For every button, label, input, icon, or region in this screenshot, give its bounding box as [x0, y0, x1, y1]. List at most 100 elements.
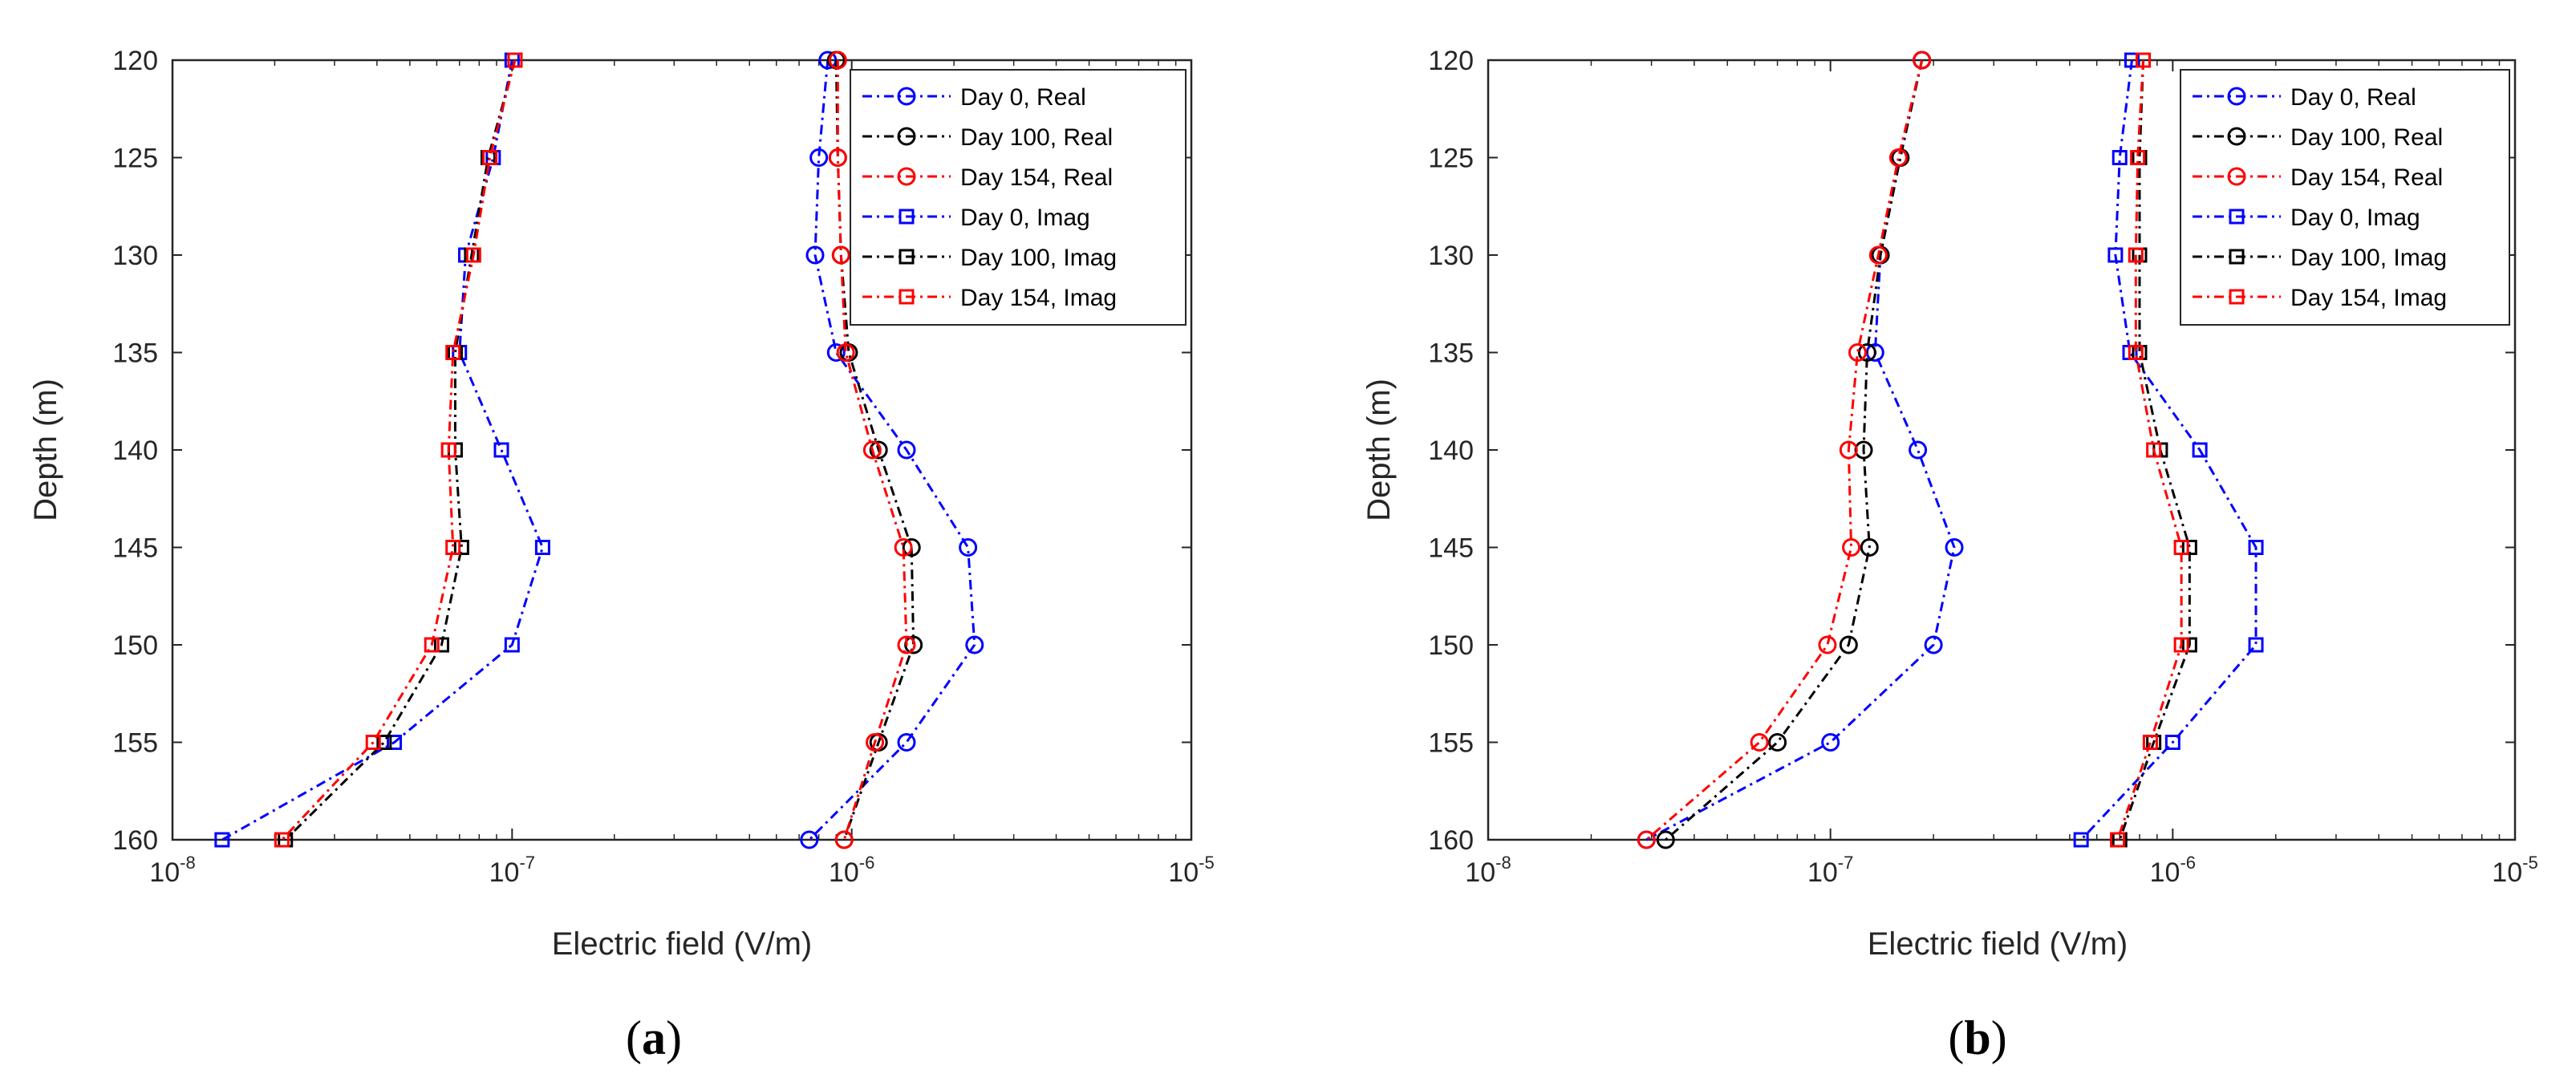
data-point-circle: [897, 440, 916, 460]
data-point-circle: [902, 538, 921, 557]
data-point-square: [493, 442, 509, 458]
legend-label: Day 100, Real: [960, 124, 1113, 151]
legend-label: Day 154, Real: [2290, 164, 2443, 191]
data-point-circle: [897, 733, 916, 752]
data-point-circle: [1848, 343, 1867, 362]
data-point-circle: [869, 440, 888, 460]
y-tick-label: 160: [112, 825, 158, 856]
data-point-circle: [831, 245, 850, 265]
legend-label: Day 100, Real: [2290, 124, 2443, 151]
data-point-square: [2112, 150, 2128, 165]
data-point-circle: [1656, 830, 1675, 849]
legend-marker: [2229, 289, 2245, 305]
data-point-circle: [959, 538, 978, 557]
legend-marker: [2229, 209, 2245, 225]
data-point-circle: [1839, 440, 1858, 460]
legend-marker: [899, 249, 915, 265]
legend-marker: [2227, 127, 2246, 146]
data-point-circle: [1842, 538, 1861, 557]
data-point-circle: [826, 343, 846, 362]
x-axis-label: Electric field (V/m): [552, 926, 813, 962]
data-point-square: [376, 735, 392, 750]
y-tick-label: 140: [1428, 436, 1474, 466]
data-point-square: [453, 540, 469, 555]
series-line: [1665, 59, 1924, 841]
series-line: [2116, 59, 2183, 841]
data-point-circle: [805, 245, 825, 265]
data-point-square: [2124, 52, 2140, 68]
y-tick-label: 125: [1428, 144, 1474, 174]
data-point-circle: [836, 343, 855, 362]
data-point-circle: [818, 51, 838, 70]
data-point-circle: [1860, 538, 1879, 557]
data-point-square: [387, 735, 403, 750]
legend-marker: [899, 289, 915, 305]
data-point-circle: [1909, 440, 1928, 460]
y-tick-label: 150: [1428, 630, 1474, 661]
data-point-circle: [1637, 830, 1656, 849]
data-point-circle: [1839, 635, 1858, 654]
data-point-square: [365, 735, 381, 750]
series-line: [808, 59, 976, 841]
legend-box: [850, 69, 1187, 326]
data-point-square: [2248, 540, 2264, 555]
data-point-circle: [1924, 635, 1943, 654]
legend: Day 0, Real Day 100, Real Day 154, Real Day…: [2180, 69, 2510, 326]
legend: Day 0, Real Day 100, Real Day 154, Real Day…: [850, 69, 1187, 326]
series-line: [836, 60, 908, 841]
y-axis-label: Depth (m): [1361, 379, 1397, 521]
data-point-square: [2181, 540, 2197, 555]
x-tick-label: 10-6: [2150, 853, 2196, 888]
y-tick-label: 135: [1428, 338, 1474, 369]
data-point-square: [424, 637, 440, 653]
data-point-square: [2173, 540, 2189, 555]
data-point-circle: [1945, 538, 1964, 557]
data-point-circle: [834, 830, 854, 849]
x-tick-label: 10-7: [489, 853, 535, 888]
x-axis-label: Electric field (V/m): [1868, 926, 2128, 962]
panel-label: (b): [1948, 1011, 2006, 1064]
legend-label: Day 0, Real: [2290, 84, 2416, 111]
x-tick-label: 10-7: [1807, 853, 1853, 888]
data-point-square: [2192, 442, 2208, 458]
data-point-square: [2146, 442, 2162, 458]
y-tick-label: 130: [1428, 241, 1474, 271]
data-point-circle: [866, 733, 885, 752]
series-line: [281, 59, 517, 841]
data-point-square: [2136, 52, 2152, 68]
data-point-square: [2073, 832, 2089, 848]
data-point-square: [2181, 637, 2197, 653]
data-point-square: [445, 540, 461, 555]
x-tick-label: 10-5: [1168, 853, 1214, 888]
y-tick-label: 150: [112, 630, 158, 661]
legend-box: [2180, 69, 2510, 326]
legend-marker: [897, 167, 916, 186]
data-point-square: [482, 150, 498, 165]
legend-label: Day 154, Imag: [960, 285, 1117, 311]
data-point-square: [507, 52, 523, 68]
data-point-square: [214, 832, 230, 848]
series-line: [2080, 59, 2258, 841]
data-point-square: [2110, 832, 2126, 848]
y-tick-label: 155: [1428, 728, 1474, 759]
legend-label: Day 100, Imag: [960, 245, 1117, 271]
x-tick-label: 10-8: [149, 853, 195, 888]
x-tick-label: 10-5: [2492, 853, 2537, 888]
data-point-circle: [1913, 51, 1932, 70]
y-tick-label: 140: [112, 436, 158, 466]
y-tick-label: 135: [112, 338, 158, 369]
y-axis-label: Depth (m): [28, 379, 63, 521]
data-point-square: [445, 345, 461, 360]
data-point-square: [2248, 637, 2264, 653]
data-point-circle: [1818, 635, 1837, 654]
data-point-circle: [1868, 245, 1888, 265]
panel-b: 120 125 130 135 140 145 150 155 160 10-8 10-7 10-6…: [1361, 46, 2538, 1064]
data-point-square: [534, 540, 550, 555]
data-point-circle: [1768, 733, 1787, 752]
legend-marker: [2229, 249, 2245, 265]
x-tick-label: 10-8: [1465, 853, 1511, 888]
data-point-square: [2128, 345, 2144, 360]
data-point-circle: [965, 635, 984, 654]
x-tick-label: 10-6: [829, 853, 874, 888]
legend-label: Day 0, Imag: [960, 205, 1090, 231]
